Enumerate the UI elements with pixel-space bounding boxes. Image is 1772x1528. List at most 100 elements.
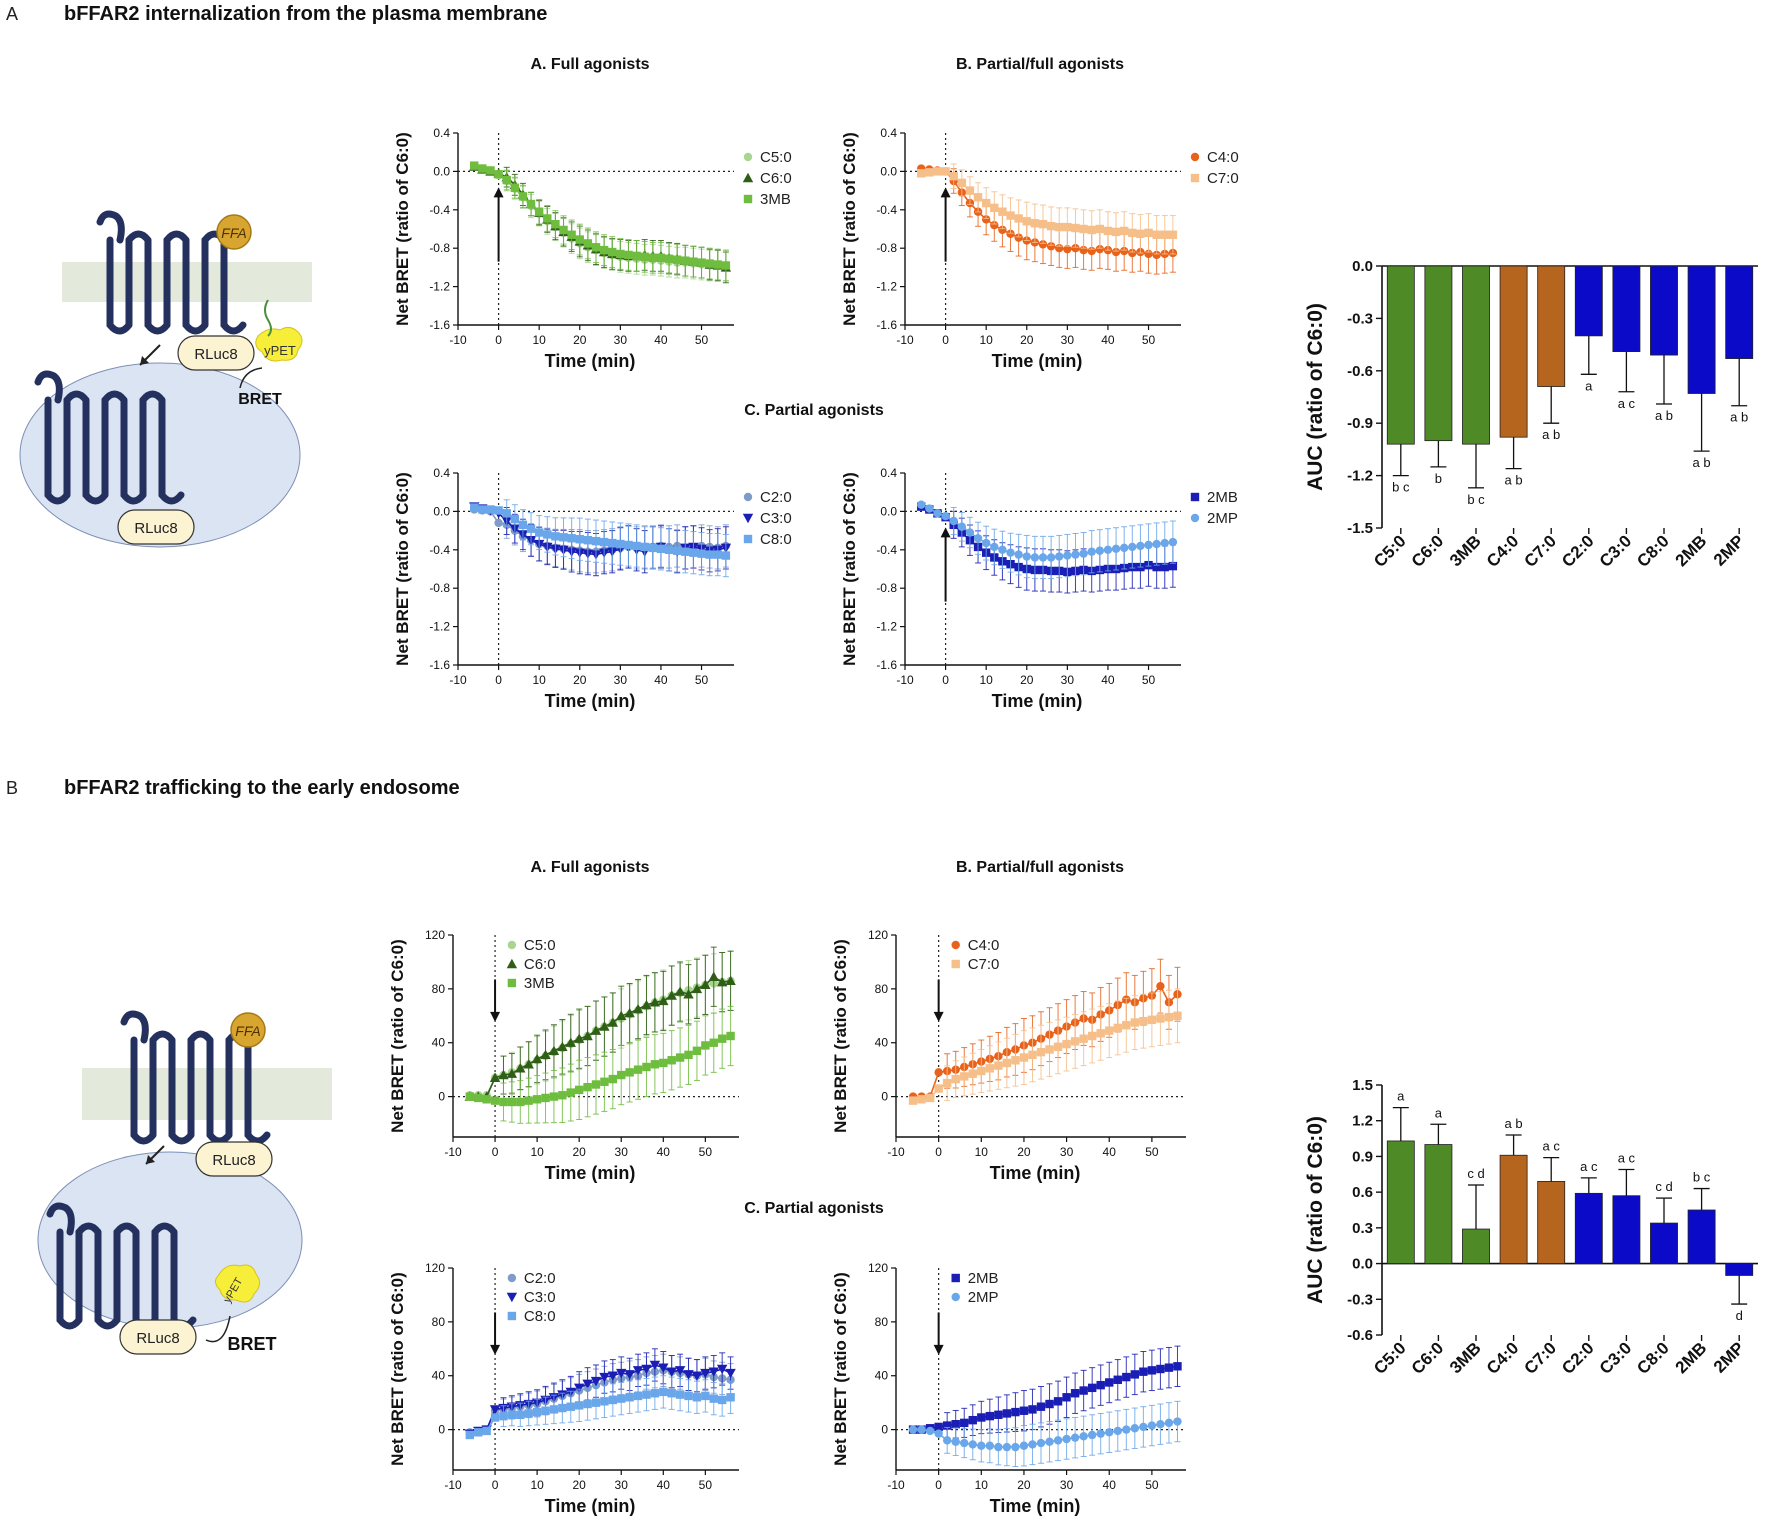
data-point bbox=[1002, 1442, 1012, 1452]
data-point bbox=[591, 243, 601, 252]
data-point bbox=[1147, 1015, 1157, 1025]
data-point bbox=[624, 540, 633, 550]
x-tick-label: -10 bbox=[444, 1145, 462, 1159]
y-tick-label: -0.4 bbox=[876, 543, 897, 557]
agonist-arrowhead-icon bbox=[493, 187, 504, 198]
ffa-ligand-icon-b bbox=[230, 1012, 266, 1048]
y-tick-label: -1.2 bbox=[429, 280, 450, 294]
significance-label: a c bbox=[1618, 1151, 1636, 1166]
data-point bbox=[1095, 546, 1105, 555]
x-tick-label: -10 bbox=[896, 333, 914, 347]
data-point bbox=[708, 1367, 719, 1377]
y-tick-label: -0.8 bbox=[429, 581, 450, 595]
data-point bbox=[506, 1068, 518, 1078]
bar-C3:0 bbox=[1612, 1195, 1641, 1264]
data-point bbox=[1119, 543, 1129, 553]
data-point bbox=[582, 1379, 593, 1390]
data-point bbox=[1139, 1422, 1148, 1432]
data-point bbox=[1079, 1034, 1088, 1043]
data-point bbox=[1063, 222, 1072, 232]
data-point bbox=[1006, 211, 1015, 220]
b-partialfull-agonists-title: B. Partial/full agonists bbox=[956, 859, 1124, 876]
data-point bbox=[650, 1060, 660, 1069]
data-point bbox=[942, 1436, 952, 1445]
data-point bbox=[951, 940, 960, 950]
data-point bbox=[1062, 1039, 1071, 1049]
data-point bbox=[985, 1064, 995, 1073]
data-point bbox=[934, 1429, 943, 1438]
x-tick-label: 40 bbox=[654, 673, 668, 687]
data-point bbox=[1019, 1441, 1029, 1450]
data-point bbox=[474, 1093, 483, 1103]
data-point bbox=[1038, 220, 1048, 229]
y-axis-label: Net BRET (ratio of C6:0) bbox=[393, 472, 412, 666]
data-point bbox=[1030, 553, 1040, 562]
legend-label: 2MB bbox=[1207, 489, 1238, 506]
data-point bbox=[490, 1096, 500, 1105]
data-point bbox=[700, 979, 711, 990]
bar-C5:0 bbox=[1386, 1140, 1415, 1264]
data-point bbox=[499, 1097, 508, 1107]
data-point bbox=[616, 539, 625, 549]
data-point bbox=[934, 1422, 943, 1432]
data-point bbox=[957, 522, 967, 531]
data-point bbox=[1019, 1053, 1029, 1062]
bar-C7:0 bbox=[1537, 1181, 1566, 1264]
bar-3MB bbox=[1462, 1228, 1490, 1264]
legend-label: 2MP bbox=[968, 1289, 999, 1306]
x-tick-label: -10 bbox=[896, 673, 914, 687]
y-tick-label: 0 bbox=[881, 1423, 888, 1437]
data-point bbox=[689, 257, 698, 266]
data-point bbox=[951, 1420, 960, 1429]
data-point bbox=[591, 536, 601, 546]
x-tick-label: C5:0 bbox=[1370, 531, 1409, 570]
significance-label: a b bbox=[1655, 408, 1673, 423]
data-point bbox=[1063, 244, 1072, 254]
x-tick-label: C4:0 bbox=[1483, 1338, 1522, 1377]
section-a-letter: A bbox=[6, 4, 18, 24]
x-tick-label: 40 bbox=[657, 1478, 671, 1492]
x-tick-label: 3MB bbox=[1446, 1338, 1485, 1377]
data-point bbox=[1111, 544, 1121, 554]
chart-a-partial-agonists-2: 0.4 0.0 -0.4 -0.8 -1.2 -1.6-10 0 10 20 30 40 50 Time… bbox=[840, 466, 1238, 711]
x-axis-label: Time (min) bbox=[545, 1163, 636, 1183]
data-point bbox=[478, 505, 487, 514]
data-point bbox=[683, 989, 694, 999]
data-point bbox=[691, 983, 703, 994]
data-point bbox=[742, 513, 754, 524]
data-point bbox=[515, 1063, 526, 1073]
data-point bbox=[1045, 1045, 1054, 1054]
data-point bbox=[1062, 1393, 1071, 1402]
data-point bbox=[482, 1095, 491, 1104]
data-point bbox=[1128, 248, 1137, 258]
bar-2MP bbox=[1725, 1263, 1754, 1276]
x-tick-label: -10 bbox=[449, 673, 467, 687]
data-point bbox=[960, 1072, 969, 1081]
x-tick-label: C2:0 bbox=[1558, 1338, 1597, 1377]
series-C8:0: C8:0 bbox=[465, 1308, 735, 1440]
data-point bbox=[713, 550, 722, 559]
significance-label: a bbox=[1585, 378, 1593, 393]
data-point bbox=[1071, 244, 1080, 253]
legend-label: C4:0 bbox=[968, 937, 1000, 954]
chart-b-full-agonists: 120 80 40 0 -10 0 10 20 30 40 50 Time (min) Net BRET… bbox=[388, 928, 739, 1183]
chart-a-auc-bars: 0.0 -0.3 -0.6 -0.9 -1.2 -1.5 AUC (ratio of C6:… bbox=[1304, 258, 1758, 571]
data-point bbox=[1144, 228, 1153, 238]
data-point bbox=[1128, 542, 1137, 552]
data-point bbox=[559, 533, 568, 542]
x-tick-label: 30 bbox=[615, 1145, 629, 1159]
data-point bbox=[717, 1034, 727, 1043]
data-point bbox=[1119, 246, 1129, 256]
a-partial-agonists-title: C. Partial agonists bbox=[744, 402, 884, 419]
data-point bbox=[1160, 562, 1169, 572]
internalization-arrowhead-icon bbox=[140, 356, 149, 365]
x-tick-label: 30 bbox=[615, 1478, 629, 1492]
bar-2MB bbox=[1687, 265, 1716, 394]
data-point bbox=[1130, 1424, 1140, 1433]
data-point bbox=[1152, 250, 1161, 260]
data-point bbox=[599, 245, 609, 255]
y-tick-label: 120 bbox=[425, 1261, 445, 1275]
legend-label: 2MP bbox=[1207, 510, 1238, 527]
data-point bbox=[1079, 1386, 1088, 1395]
y-tick-label: 0.0 bbox=[880, 504, 897, 518]
